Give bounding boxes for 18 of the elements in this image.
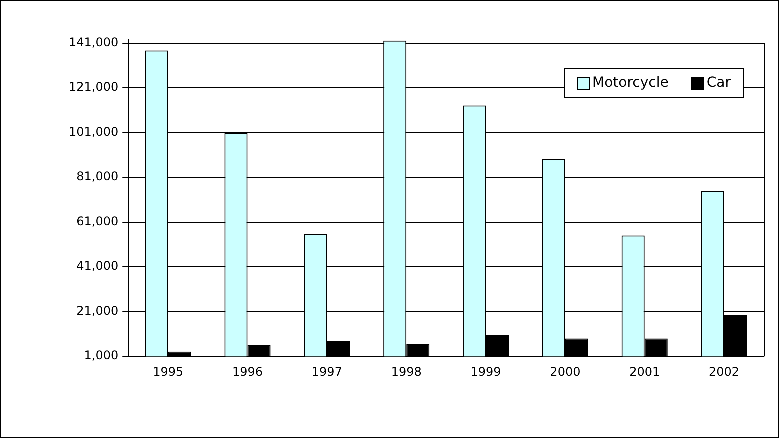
x-tick-label: 1999 <box>470 364 502 379</box>
y-tick-label: 21,000 <box>76 304 119 318</box>
x-tick-label: 2001 <box>630 364 660 379</box>
x-tick-label: 1996 <box>232 364 264 379</box>
x-tick-label: 1997 <box>312 364 342 379</box>
y-tick-label: 101,000 <box>69 124 119 139</box>
x-tick-label: 1995 <box>153 364 184 379</box>
x-tick-label: 2002 <box>709 364 740 379</box>
legend-label: Car <box>706 75 731 91</box>
y-tick-label: 81,000 <box>76 170 119 184</box>
legend-label: Motorcycle <box>592 75 669 91</box>
x-tick-label: 1998 <box>391 364 422 379</box>
y-tick-label: 121,000 <box>69 80 119 94</box>
y-tick-label: 41,000 <box>76 259 119 274</box>
y-tick-label: 61,000 <box>76 214 119 228</box>
y-tick-label: 141,000 <box>69 35 119 50</box>
x-tick-label: 2000 <box>550 364 581 379</box>
y-tick-label: 1,000 <box>84 348 119 363</box>
